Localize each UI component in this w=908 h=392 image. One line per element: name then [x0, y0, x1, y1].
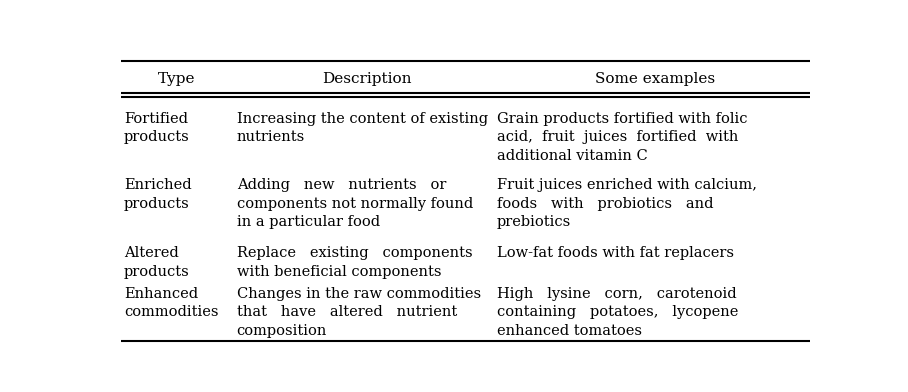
Text: Enriched
products: Enriched products [124, 178, 192, 211]
Text: Enhanced
commodities: Enhanced commodities [124, 287, 219, 319]
Text: Changes in the raw commodities
that   have   altered   nutrient
composition: Changes in the raw commodities that have… [237, 287, 480, 338]
Text: Type: Type [158, 72, 195, 86]
Text: Description: Description [322, 72, 411, 86]
Text: High   lysine   corn,   carotenoid
containing   potatoes,   lycopene
enhanced to: High lysine corn, carotenoid containing … [497, 287, 738, 338]
Text: Some examples: Some examples [596, 72, 716, 86]
Text: Replace   existing   components
with beneficial components: Replace existing components with benefic… [237, 246, 472, 279]
Text: Grain products fortified with folic
acid,  fruit  juices  fortified  with
additi: Grain products fortified with folic acid… [497, 112, 747, 163]
Text: Adding   new   nutrients   or
components not normally found
in a particular food: Adding new nutrients or components not n… [237, 178, 473, 229]
Text: Fortified
products: Fortified products [124, 112, 190, 144]
Text: Altered
products: Altered products [124, 246, 190, 279]
Text: Low-fat foods with fat replacers: Low-fat foods with fat replacers [497, 246, 734, 260]
Text: Fruit juices enriched with calcium,
foods   with   probiotics   and
prebiotics: Fruit juices enriched with calcium, food… [497, 178, 757, 229]
Text: Increasing the content of existing
nutrients: Increasing the content of existing nutri… [237, 112, 488, 144]
